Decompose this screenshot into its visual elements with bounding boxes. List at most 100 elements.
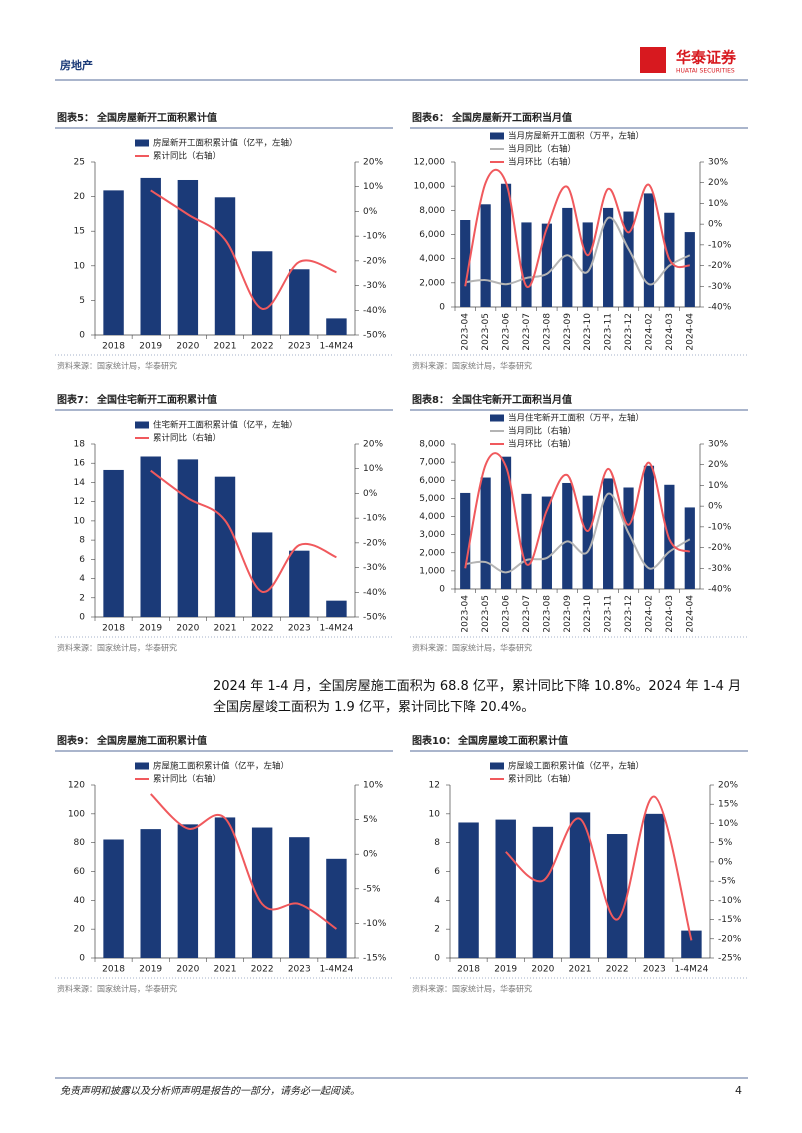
bar (251, 827, 273, 958)
y2-tick-label: 10% (363, 781, 383, 791)
bar (562, 482, 573, 589)
x-tick-label: 2024-02 (644, 595, 654, 633)
x-tick-label: 2023 (643, 965, 666, 975)
x-tick-label: 2023-08 (542, 313, 552, 351)
figure-label: 图表6： (412, 111, 449, 124)
y-tick-label: 14 (74, 478, 86, 488)
x-tick-label: 1-4M24 (319, 342, 353, 352)
y2-tick-label: 0% (363, 207, 378, 217)
legend-label: 累计同比（右轴） (153, 433, 221, 444)
y-tick-label: 10,000 (414, 182, 446, 192)
y-tick-label: 100 (68, 809, 85, 819)
body-text: 2024 年 1-4 月，全国房屋施工面积为 68.8 亿平，累计同比下降 10… (213, 679, 742, 715)
bar (521, 222, 532, 307)
x-tick-label: 2023-10 (583, 595, 593, 633)
y-tick-label: 16 (74, 459, 86, 469)
y-tick-label: 5,000 (419, 494, 445, 504)
y2-tick-label: -25% (718, 954, 742, 964)
y2-tick-label: 0% (718, 857, 733, 867)
bar (681, 930, 702, 958)
bar (140, 456, 161, 617)
legend-swatch (135, 421, 149, 429)
bar (495, 819, 516, 958)
line-series (465, 492, 691, 574)
y2-tick-label: -50% (363, 613, 387, 623)
source: 资料来源：国家统计局，华泰研究 (412, 984, 532, 994)
bar (644, 813, 665, 958)
x-tick-label: 2018 (102, 965, 125, 975)
y2-tick-label: 0% (708, 220, 723, 230)
x-tick-label: 2021 (569, 965, 592, 975)
x-tick-label: 2020 (531, 965, 554, 975)
y2-tick-label: -10% (708, 240, 732, 250)
y-tick-label: 7,000 (419, 458, 445, 468)
y-tick-label: 10 (74, 261, 86, 271)
y2-tick-label: -40% (363, 306, 387, 316)
y2-tick-label: 20% (363, 158, 383, 168)
figure-title: 全国住宅新开工面积累计值 (96, 393, 217, 406)
x-tick-label: 2022 (606, 965, 629, 975)
bar (289, 269, 310, 335)
bar (643, 465, 655, 589)
bar (140, 177, 161, 335)
y2-tick-label: -40% (708, 303, 732, 313)
y-tick-label: 0 (439, 303, 445, 313)
bar (623, 487, 634, 589)
y2-tick-label: -5% (718, 877, 736, 887)
legend-label: 住宅新开工面积累计值（亿平，左轴） (153, 420, 298, 431)
y-tick-label: 0 (79, 331, 85, 341)
x-tick-label: 2023-06 (502, 595, 512, 633)
y-tick-label: 8 (79, 536, 85, 546)
y2-tick-label: 10% (708, 199, 728, 209)
x-tick-label: 2023-12 (624, 595, 634, 633)
figure-label: 图表5： (57, 111, 94, 124)
x-tick-label: 2023 (288, 342, 311, 352)
legend-label: 累计同比（右轴） (508, 774, 576, 785)
x-tick-label: 2019 (139, 965, 162, 975)
section-name: 房地产 (60, 58, 93, 72)
y-tick-label: 4 (79, 574, 85, 584)
x-tick-label: 2023-12 (624, 313, 634, 351)
x-tick-label: 1-4M24 (674, 965, 708, 975)
y-tick-label: 5 (79, 296, 85, 306)
x-tick-label: 2023-07 (522, 313, 532, 351)
bar (603, 478, 614, 589)
x-tick-label: 2022 (251, 624, 274, 634)
figure-title: 全国房屋施工面积累计值 (96, 734, 207, 747)
y2-tick-label: -20% (363, 256, 387, 266)
y2-tick-label: -50% (363, 331, 387, 341)
legend-label: 房屋新开工面积累计值（亿平，左轴） (153, 138, 298, 149)
x-tick-label: 2023 (288, 965, 311, 975)
y-tick-label: 10 (429, 809, 441, 819)
figure-title: 全国房屋新开工面积当月值 (451, 111, 572, 124)
figure-label: 图表8： (412, 393, 449, 406)
logo-cn: 华泰证券 (676, 49, 737, 67)
legend-label: 累计同比（右轴） (153, 774, 221, 785)
x-tick-label: 2020 (176, 342, 199, 352)
x-tick-label: 2023-05 (481, 595, 491, 633)
y2-tick-label: -10% (363, 514, 387, 524)
x-tick-label: 2018 (102, 342, 125, 352)
bar (623, 211, 634, 307)
bar (140, 829, 161, 958)
y-tick-label: 2,000 (419, 548, 445, 558)
y2-tick-label: -20% (363, 538, 387, 548)
x-tick-label: 2022 (251, 342, 274, 352)
y-tick-label: 2,000 (419, 278, 445, 288)
y2-tick-label: -30% (708, 564, 732, 574)
bar (606, 834, 628, 958)
bar (251, 251, 273, 335)
legend-swatch (490, 132, 504, 140)
y-tick-label: 18 (74, 440, 86, 450)
y2-tick-label: 20% (708, 460, 728, 470)
y2-tick-label: 0% (708, 502, 723, 512)
bar (562, 207, 573, 307)
y-tick-label: 6,000 (419, 230, 445, 240)
y-tick-label: 80 (74, 838, 86, 848)
y-tick-label: 20 (74, 192, 86, 202)
x-tick-label: 2021 (214, 624, 237, 634)
bar (326, 600, 347, 617)
x-tick-label: 2023-05 (481, 313, 491, 351)
y-tick-label: 4,000 (419, 254, 445, 264)
x-tick-label: 2023-09 (563, 595, 573, 633)
